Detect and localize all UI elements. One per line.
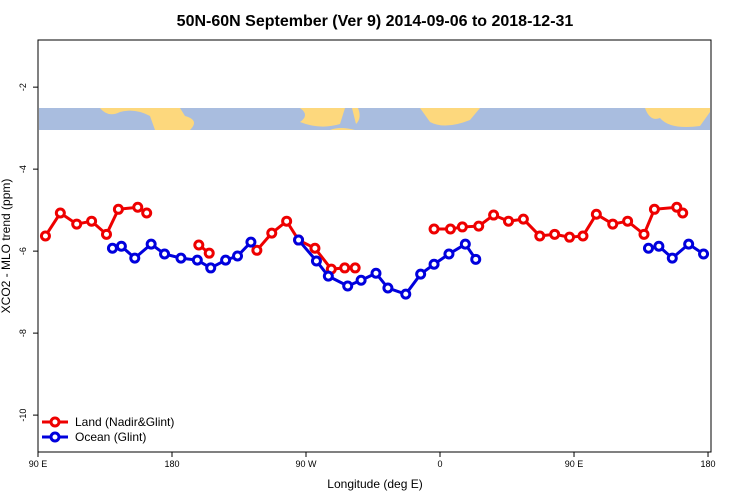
data-point — [349, 262, 361, 274]
series-line — [44, 205, 684, 271]
legend-label: Land (Nadir&Glint) — [75, 415, 174, 429]
data-point — [115, 240, 127, 252]
data-point — [428, 223, 440, 235]
data-point — [400, 288, 412, 300]
data-point — [322, 270, 334, 282]
data-point — [193, 239, 205, 251]
data-point — [638, 228, 650, 240]
data-point — [39, 230, 51, 242]
data-point — [370, 267, 382, 279]
x-tick-label: 180 — [701, 459, 716, 469]
data-point — [203, 247, 215, 259]
data-point — [145, 238, 157, 250]
data-point — [342, 280, 354, 292]
data-point — [310, 255, 322, 267]
data-point — [141, 207, 153, 219]
data-point — [86, 215, 98, 227]
y-tick-label: -10 — [18, 409, 28, 422]
data-point — [517, 213, 529, 225]
chart-title: 50N-60N September (Ver 9) 2014-09-06 to … — [177, 13, 574, 30]
legend-marker — [49, 431, 61, 443]
data-point — [245, 236, 257, 248]
data-point — [677, 207, 689, 219]
legend-marker — [49, 416, 61, 428]
data-point — [470, 253, 482, 265]
data-point — [266, 227, 278, 239]
x-tick-label: 90 E — [29, 459, 48, 469]
legend-label: Ocean (Glint) — [75, 430, 146, 444]
data-point — [564, 231, 576, 243]
y-tick-label: -4 — [18, 165, 28, 173]
map-band — [39, 108, 710, 130]
data-point — [666, 252, 678, 264]
data-point — [281, 215, 293, 227]
data-point — [129, 252, 141, 264]
y-tick-label: -2 — [18, 83, 28, 91]
data-point — [106, 242, 118, 254]
data-point — [132, 201, 144, 213]
data-point — [653, 240, 665, 252]
data-point — [293, 234, 305, 246]
data-point — [71, 218, 83, 230]
data-point — [428, 258, 440, 270]
data-point — [175, 252, 187, 264]
data-point — [607, 218, 619, 230]
data-point — [503, 215, 515, 227]
x-tick-label: 90 W — [296, 459, 318, 469]
data-point — [54, 207, 66, 219]
data-point — [443, 248, 455, 260]
data-point — [622, 215, 634, 227]
data-point — [683, 238, 695, 250]
data-point — [534, 230, 546, 242]
x-tick-label: 90 E — [565, 459, 584, 469]
data-point — [415, 268, 427, 280]
plot-frame — [37, 39, 712, 453]
data-point — [488, 209, 500, 221]
data-point — [549, 228, 561, 240]
data-point — [577, 230, 589, 242]
data-point — [590, 208, 602, 220]
data-point — [444, 223, 456, 235]
y-tick-label: -6 — [18, 247, 28, 255]
x-axis-label: Longitude (deg E) — [327, 477, 422, 491]
data-point — [459, 238, 471, 250]
data-point — [339, 262, 351, 274]
y-tick-label: -8 — [18, 329, 28, 337]
data-point — [191, 254, 203, 266]
data-point — [232, 250, 244, 262]
data-point — [220, 254, 232, 266]
y-axis-label: XCO2 - MLO trend (ppm) — [0, 179, 13, 314]
x-tick-label: 0 — [438, 459, 443, 469]
data-point — [309, 242, 321, 254]
data-point — [100, 228, 112, 240]
data-point — [205, 262, 217, 274]
data-point — [456, 221, 468, 233]
data-point — [159, 248, 171, 260]
data-point — [642, 242, 654, 254]
data-point — [382, 282, 394, 294]
data-point — [251, 244, 263, 256]
data-point — [648, 203, 660, 215]
data-point — [698, 248, 710, 260]
data-point — [112, 203, 124, 215]
data-point — [355, 274, 367, 286]
data-point — [473, 220, 485, 232]
x-tick-label: 180 — [164, 459, 179, 469]
